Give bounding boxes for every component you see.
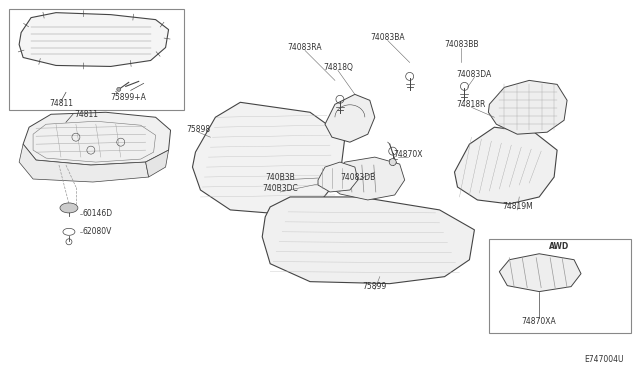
Text: AWD: AWD [549, 242, 569, 251]
Text: 75899: 75899 [363, 282, 387, 291]
Text: 74870X: 74870X [393, 150, 422, 158]
Text: 74811: 74811 [49, 99, 73, 108]
Text: E747004U: E747004U [584, 355, 624, 364]
Polygon shape [146, 150, 168, 177]
Text: 74819M: 74819M [502, 202, 532, 211]
Polygon shape [19, 144, 148, 182]
Polygon shape [318, 162, 358, 192]
Polygon shape [499, 254, 581, 292]
Text: 62080V: 62080V [83, 227, 112, 236]
Text: 74818R: 74818R [457, 100, 486, 109]
Polygon shape [193, 102, 345, 214]
Text: 74083BB: 74083BB [444, 40, 479, 49]
Ellipse shape [60, 203, 78, 213]
Bar [490, 239, 631, 333]
Text: 740B3DC: 740B3DC [262, 185, 298, 193]
Text: 74083DB: 74083DB [340, 173, 376, 182]
Text: 740B3B: 740B3B [265, 173, 295, 182]
Polygon shape [262, 197, 474, 283]
Polygon shape [19, 13, 168, 67]
Circle shape [116, 87, 121, 92]
Polygon shape [488, 80, 567, 134]
Text: 74870XA: 74870XA [522, 317, 557, 326]
Text: 75899+A: 75899+A [111, 93, 147, 102]
Circle shape [389, 158, 396, 166]
Text: 74083BA: 74083BA [371, 33, 405, 42]
Text: 60146D: 60146D [83, 209, 113, 218]
Polygon shape [454, 127, 557, 204]
Text: 74083RA: 74083RA [288, 43, 323, 52]
Text: 74811: 74811 [74, 110, 98, 119]
Polygon shape [23, 112, 171, 165]
Polygon shape [328, 157, 404, 200]
Text: 74818Q: 74818Q [323, 63, 353, 72]
Bar [9, 9, 184, 110]
Text: 74083DA: 74083DA [457, 70, 492, 79]
Text: 75898: 75898 [186, 125, 211, 134]
Polygon shape [325, 94, 375, 142]
